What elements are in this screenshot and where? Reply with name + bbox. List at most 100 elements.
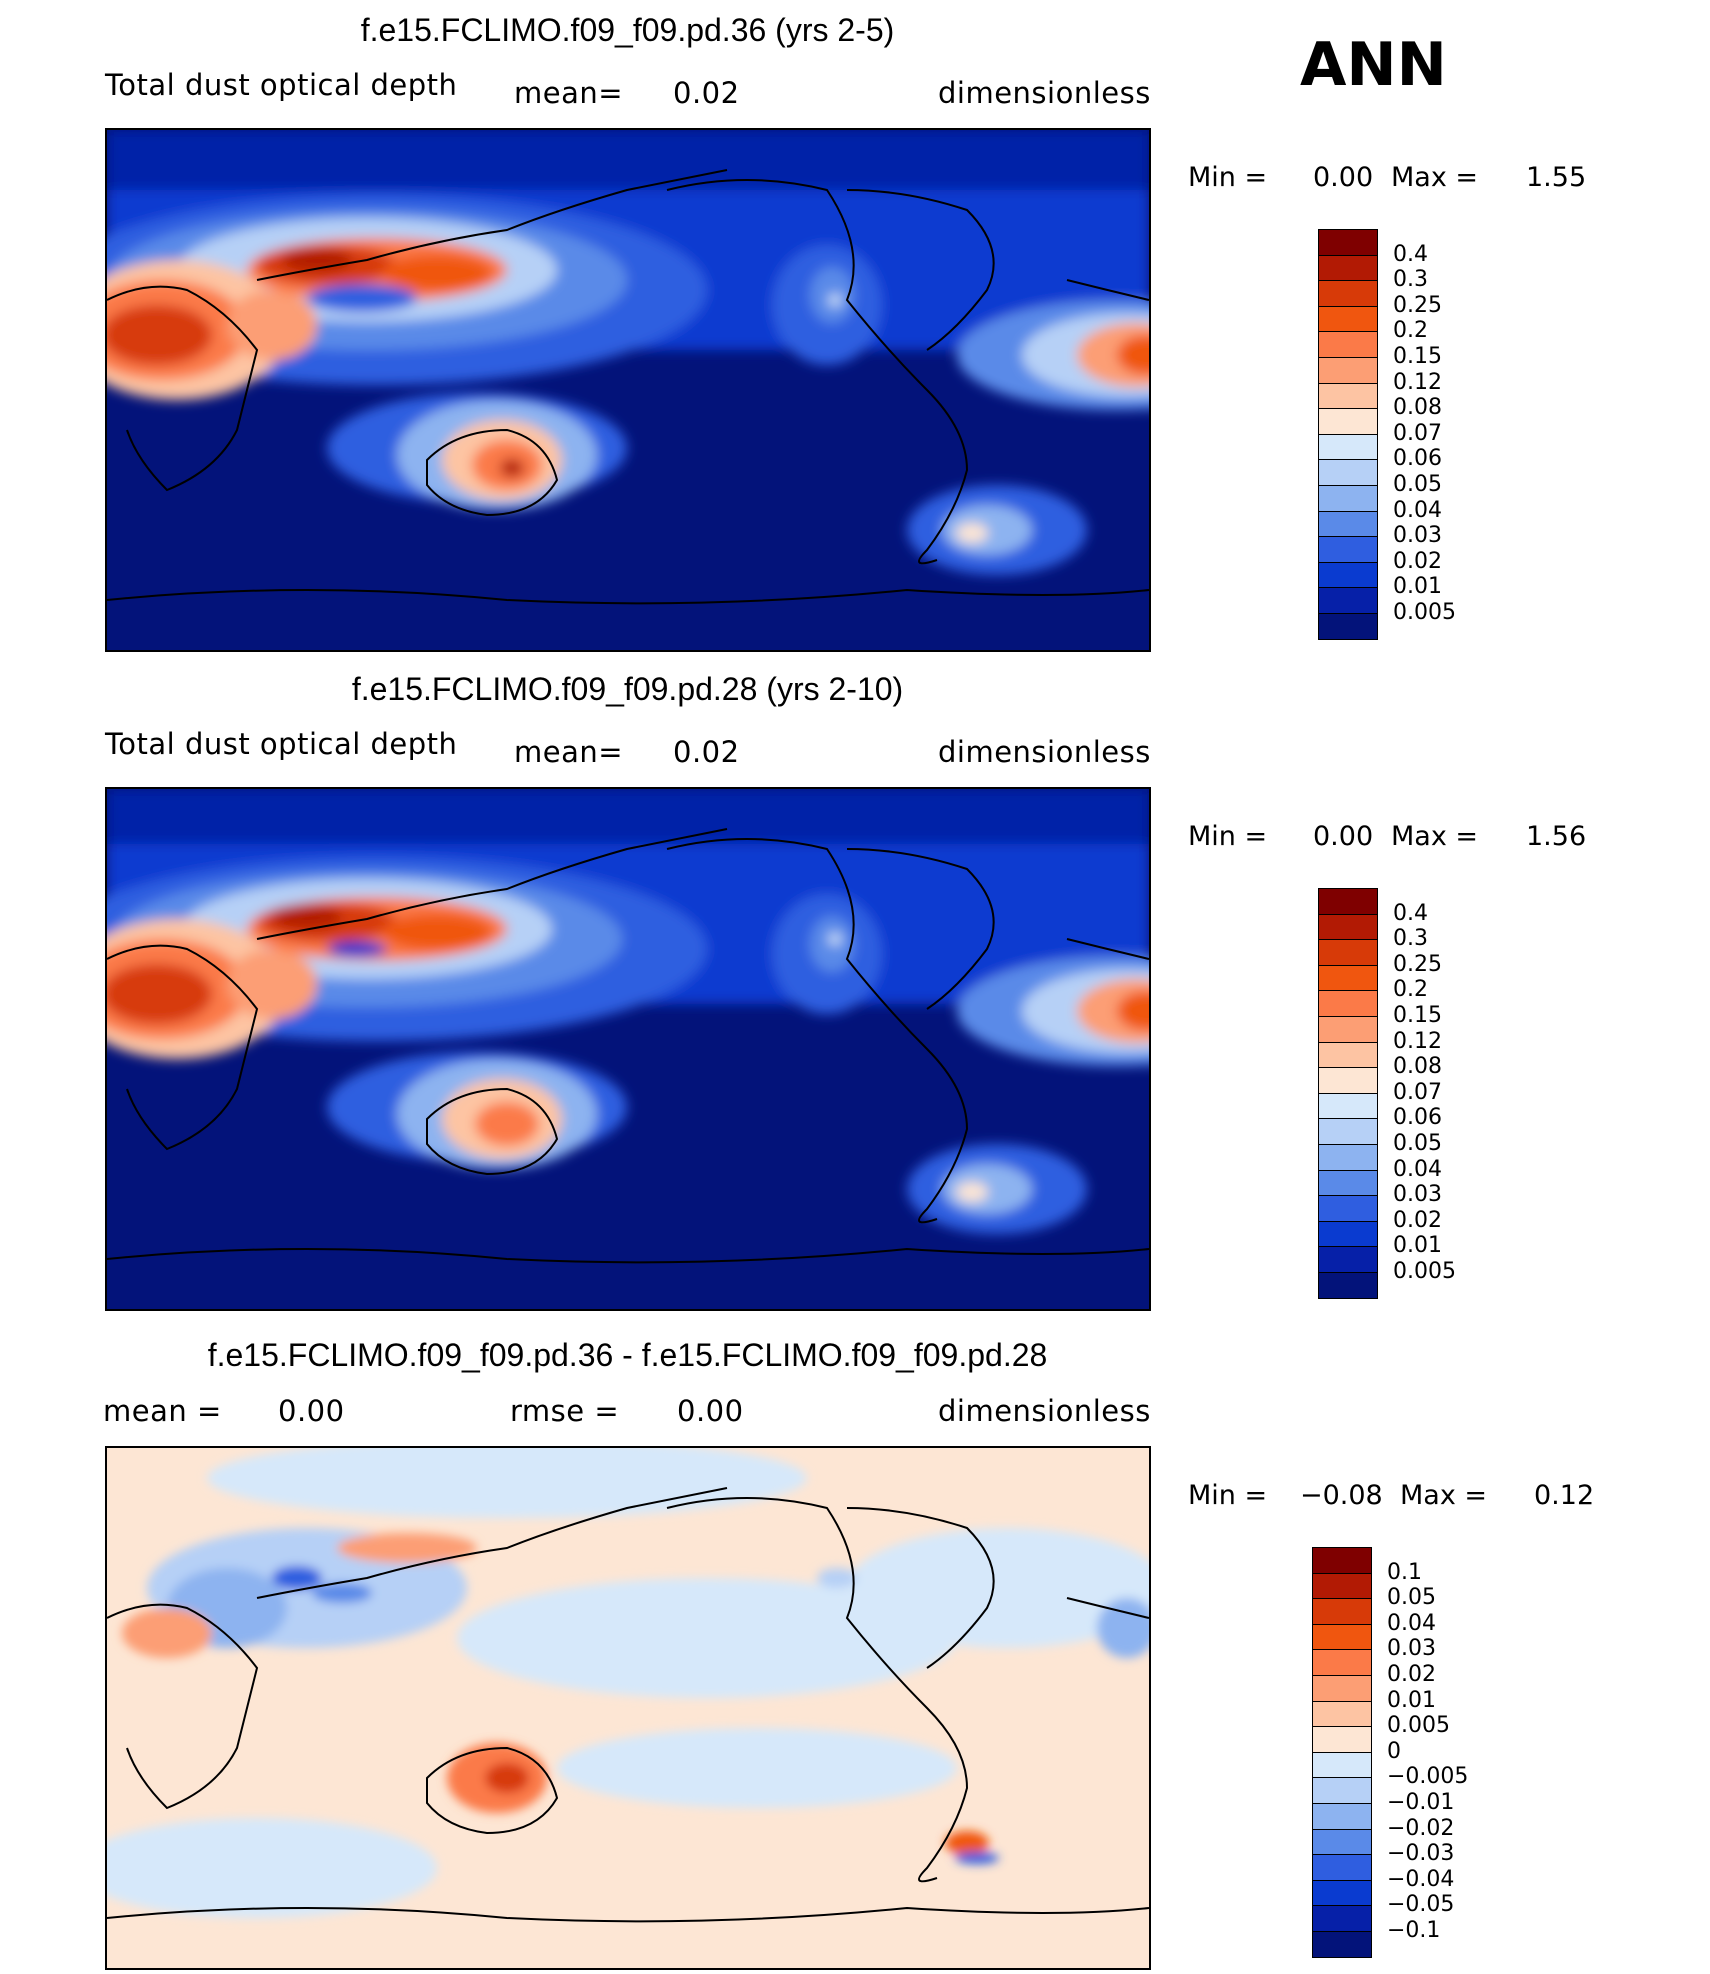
colorbar-tick-label: −0.03 <box>1387 1841 1455 1867</box>
colorbar-segment <box>1318 1246 1378 1273</box>
colorbar-segment <box>1318 1041 1378 1069</box>
colorbar-segment <box>1318 536 1378 563</box>
panel1-mean-label: mean= <box>514 76 624 110</box>
colorbar-tick-label: 0.005 <box>1387 1713 1450 1739</box>
colorbar-segment <box>1318 1144 1378 1171</box>
colorbar-tick-label: 0.3 <box>1393 926 1428 952</box>
colorbar-tick-label: 0.01 <box>1387 1687 1436 1713</box>
panel3-title: f.e15.FCLIMO.f09_f09.pd.36 - f.e15.FCLIM… <box>207 1337 1048 1373</box>
colorbar-segment <box>1312 1931 1372 1958</box>
panel3-rmse-label: rmse = <box>510 1394 620 1428</box>
colorbar-tick-label: 0.4 <box>1393 900 1428 926</box>
panel1-max-label: Max = <box>1391 162 1479 193</box>
colorbar-segment <box>1318 587 1378 614</box>
colorbar-segment <box>1318 1092 1378 1120</box>
colorbar-tick-label: 0.12 <box>1393 369 1442 395</box>
panel1-map <box>105 128 1151 652</box>
colorbar-segment <box>1318 408 1378 435</box>
colorbar-segment <box>1318 382 1378 410</box>
colorbar-segment <box>1318 305 1378 333</box>
colorbar-tick-label: −0.02 <box>1387 1815 1455 1841</box>
colorbar-tick-label: 0.05 <box>1387 1585 1436 1611</box>
colorbar-tick-label: 0.02 <box>1387 1662 1436 1687</box>
panel3-rmse-value: 0.00 <box>677 1394 744 1428</box>
panel3-max-value: 0.12 <box>1534 1480 1595 1511</box>
panel2-mean-label: mean= <box>514 735 624 769</box>
panel2-units: dimensionless <box>938 735 1151 769</box>
colorbar-tick-label: 0.02 <box>1393 1207 1442 1233</box>
colorbar-tick-label: 0.15 <box>1393 1003 1442 1028</box>
colorbar-tick-label: 0.07 <box>1393 1079 1442 1105</box>
colorbar-segment <box>1318 939 1378 966</box>
colorbar-tick-label: 0.08 <box>1393 1054 1442 1080</box>
panel3-max-label: Max = <box>1400 1480 1488 1511</box>
colorbar-tick-label: 0.05 <box>1393 472 1442 497</box>
panel2-min-value: 0.00 <box>1313 821 1374 852</box>
colorbar-tick-label: 0.04 <box>1393 497 1442 523</box>
panel2-variable: Total dust optical depth <box>105 727 458 761</box>
colorbar-tick-label: 0.03 <box>1393 523 1442 549</box>
colorbar-segment <box>1312 1726 1372 1753</box>
colorbar-segment <box>1318 561 1378 589</box>
panel3-map <box>105 1446 1151 1970</box>
panel3-min-label: Min = <box>1188 1480 1268 1511</box>
colorbar-segment <box>1318 280 1378 307</box>
colorbar-tick-label: 0.06 <box>1393 1105 1442 1131</box>
panel2-max-label: Max = <box>1391 821 1479 852</box>
panel1-min-label: Min = <box>1188 162 1268 193</box>
colorbar-tick-label: 0.25 <box>1393 951 1442 977</box>
colorbar-segment <box>1318 613 1378 640</box>
colorbar-tick-label: 0.005 <box>1393 1259 1456 1284</box>
panel2-mean-value: 0.02 <box>673 735 740 769</box>
colorbar-segment <box>1318 913 1378 941</box>
colorbar-segment <box>1312 1700 1372 1728</box>
panel1-min-value: 0.00 <box>1313 162 1374 193</box>
colorbar-segment <box>1318 1220 1378 1248</box>
colorbar-segment <box>1312 1649 1372 1676</box>
colorbar-tick-label: −0.1 <box>1387 1918 1441 1943</box>
colorbar-segment <box>1312 1675 1372 1702</box>
colorbar-segment <box>1312 1828 1372 1856</box>
panel1-title: f.e15.FCLIMO.f09_f09.pd.36 (yrs 2-5) <box>360 12 895 48</box>
colorbar-tick-label: 0.3 <box>1393 267 1428 293</box>
colorbar-segment <box>1318 964 1378 992</box>
colorbar-segment <box>1318 229 1378 256</box>
colorbar-segment <box>1318 331 1378 358</box>
colorbar-tick-label: 0.12 <box>1393 1028 1442 1054</box>
colorbar-tick-label: 0.02 <box>1393 548 1442 574</box>
panel1-mean-value: 0.02 <box>673 76 740 110</box>
colorbar-tick-label: 0.05 <box>1393 1131 1442 1156</box>
colorbar-segment <box>1312 1854 1372 1881</box>
colorbar-tick-label: −0.04 <box>1387 1866 1455 1892</box>
colorbar-tick-label: 0.1 <box>1387 1559 1422 1585</box>
panel3-mean-value: 0.00 <box>278 1394 345 1428</box>
panel1-max-value: 1.55 <box>1526 162 1587 193</box>
colorbar-segment <box>1318 357 1378 384</box>
panel3-units: dimensionless <box>938 1394 1151 1428</box>
colorbar-segment <box>1318 1118 1378 1145</box>
panel3-min-value: −0.08 <box>1300 1480 1383 1511</box>
colorbar-tick-label: 0.4 <box>1393 241 1428 267</box>
colorbar-segment <box>1318 254 1378 282</box>
colorbar-segment <box>1312 1879 1372 1907</box>
colorbar-segment <box>1318 888 1378 915</box>
colorbar-tick-label: 0.01 <box>1393 1233 1442 1259</box>
colorbar-segment <box>1318 485 1378 512</box>
colorbar-segment <box>1318 1195 1378 1222</box>
panel1-units: dimensionless <box>938 76 1151 110</box>
colorbar-tick-label: −0.05 <box>1387 1892 1455 1918</box>
colorbar-segment <box>1312 1777 1372 1804</box>
colorbar-tick-label: 0.01 <box>1393 574 1442 600</box>
colorbar-segment <box>1318 1169 1378 1197</box>
colorbar-tick-label: −0.005 <box>1387 1764 1469 1790</box>
colorbar-segment <box>1312 1598 1372 1625</box>
colorbar-tick-label: 0.15 <box>1393 344 1442 369</box>
panel2-map <box>105 787 1151 1311</box>
colorbar-tick-label: 0.25 <box>1393 292 1442 318</box>
colorbar-tick-label: 0.2 <box>1393 318 1428 344</box>
panel3-mean-label: mean = <box>103 1394 222 1428</box>
colorbar-segment <box>1318 1272 1378 1299</box>
colorbar-segment <box>1312 1623 1372 1651</box>
colorbar-tick-label: 0 <box>1387 1738 1401 1764</box>
panel1-variable: Total dust optical depth <box>105 68 458 102</box>
